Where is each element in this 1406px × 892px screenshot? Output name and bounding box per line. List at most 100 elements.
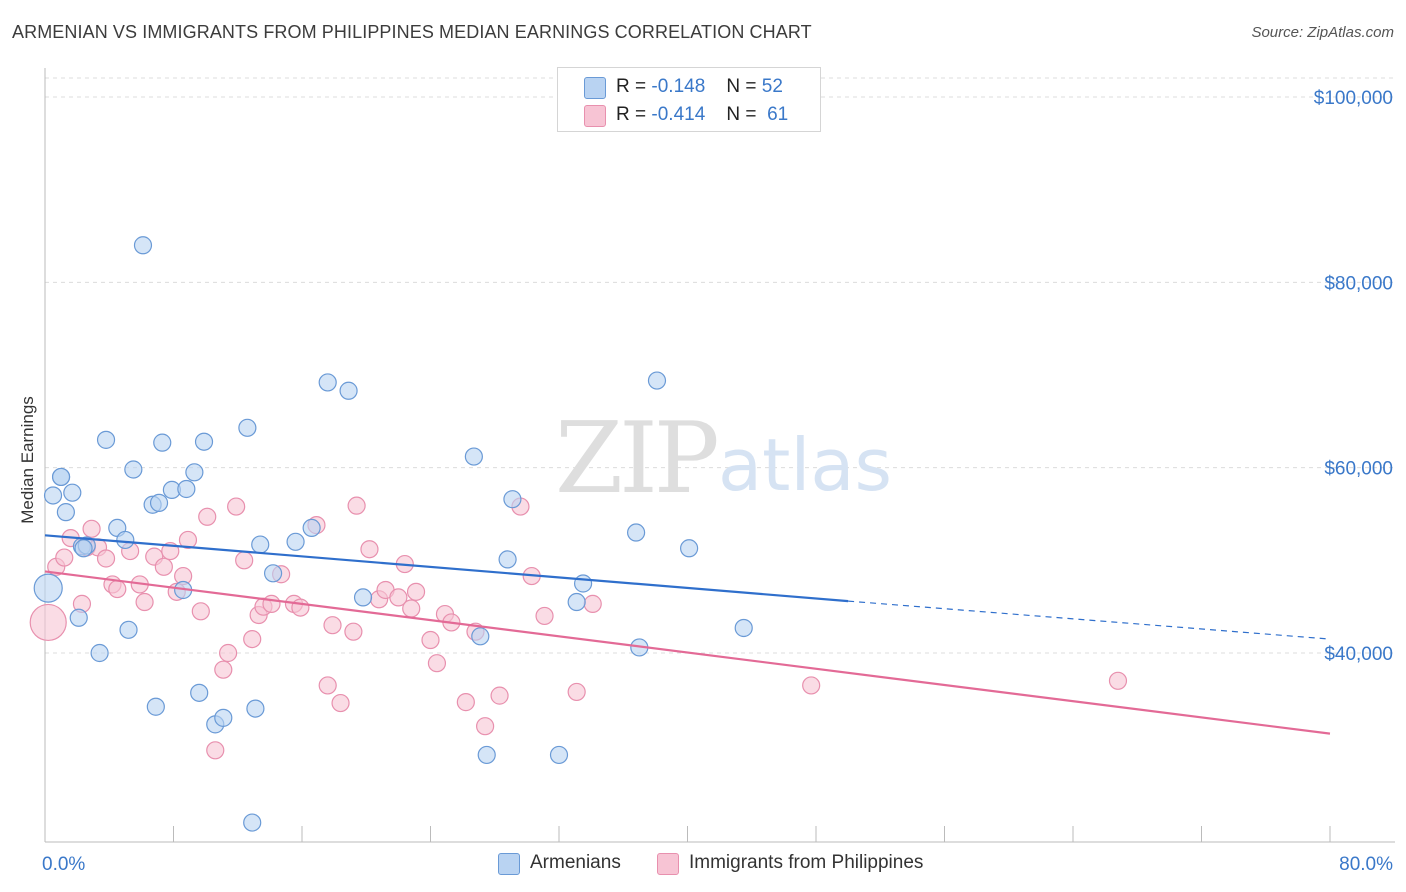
y-tick-label: $40,000 bbox=[1324, 644, 1393, 665]
point-armenians bbox=[146, 697, 165, 716]
legend-n-label: N = bbox=[726, 76, 757, 97]
point-armenians bbox=[116, 530, 135, 550]
point-armenians bbox=[177, 479, 196, 499]
point-philippines bbox=[421, 630, 440, 650]
trend-lines bbox=[44, 534, 1331, 735]
point-armenians bbox=[124, 460, 143, 479]
watermark: ZIP atlas bbox=[555, 402, 892, 516]
point-armenians bbox=[43, 486, 63, 505]
point-armenians bbox=[96, 430, 116, 449]
point-armenians bbox=[149, 493, 169, 512]
axes bbox=[44, 68, 1395, 843]
point-philippines bbox=[1108, 671, 1128, 690]
legend-swatch-pink bbox=[584, 105, 606, 127]
point-philippines bbox=[55, 548, 74, 567]
point-philippines bbox=[191, 602, 210, 621]
point-armenians bbox=[464, 447, 483, 466]
point-armenians bbox=[567, 592, 586, 612]
point-philippines bbox=[108, 579, 127, 599]
point-armenians bbox=[263, 564, 283, 583]
trend-line-armenians-dashed bbox=[848, 600, 1331, 640]
x-tick-labels: 0.0% 80.0% bbox=[42, 854, 1393, 875]
point-armenians bbox=[503, 490, 522, 509]
point-philippines bbox=[29, 603, 67, 642]
point-armenians bbox=[56, 503, 75, 522]
point-philippines bbox=[214, 660, 233, 679]
point-philippines bbox=[456, 693, 475, 712]
y-tick-label: $60,000 bbox=[1324, 459, 1393, 480]
point-armenians bbox=[33, 573, 63, 603]
point-armenians bbox=[680, 539, 699, 558]
point-armenians bbox=[194, 432, 214, 451]
point-armenians bbox=[214, 708, 233, 727]
point-philippines bbox=[476, 717, 495, 736]
point-philippines bbox=[360, 540, 379, 559]
point-armenians bbox=[734, 618, 753, 638]
point-philippines bbox=[347, 496, 366, 515]
point-armenians bbox=[471, 627, 490, 646]
correlation-legend: R = -0.148 N = 52 R = -0.414 N = 61 bbox=[557, 67, 821, 132]
point-philippines bbox=[490, 686, 509, 705]
legend-n-label: N = bbox=[726, 104, 757, 125]
point-philippines bbox=[82, 519, 101, 538]
point-armenians bbox=[90, 643, 109, 663]
point-philippines bbox=[262, 594, 281, 613]
point-philippines bbox=[135, 592, 154, 612]
point-armenians bbox=[477, 745, 496, 765]
point-armenians bbox=[63, 483, 82, 502]
legend-swatch-armenians bbox=[498, 853, 520, 875]
point-philippines bbox=[344, 622, 363, 641]
point-armenians bbox=[353, 588, 373, 607]
point-philippines bbox=[406, 582, 426, 601]
point-philippines bbox=[427, 654, 447, 673]
legend-label-armenians: Armenians bbox=[530, 852, 621, 873]
point-philippines bbox=[318, 676, 337, 695]
point-armenians bbox=[119, 620, 138, 639]
trend-line-armenians bbox=[44, 534, 849, 603]
point-philippines bbox=[235, 551, 254, 570]
point-philippines bbox=[535, 606, 554, 626]
point-armenians bbox=[498, 550, 517, 569]
watermark-zip: ZIP bbox=[555, 402, 717, 516]
data-points bbox=[29, 236, 1128, 832]
point-philippines bbox=[402, 599, 421, 618]
point-philippines bbox=[227, 497, 246, 516]
point-philippines bbox=[154, 557, 173, 576]
point-armenians bbox=[238, 418, 257, 437]
point-philippines bbox=[802, 676, 821, 695]
point-philippines bbox=[198, 507, 217, 526]
point-armenians bbox=[133, 236, 153, 255]
point-armenians bbox=[246, 699, 265, 718]
watermark-atlas: atlas bbox=[718, 423, 892, 507]
point-armenians bbox=[339, 381, 358, 400]
legend-r-value: -0.414 bbox=[651, 104, 706, 125]
point-philippines bbox=[291, 598, 310, 617]
point-armenians bbox=[647, 371, 667, 390]
y-tick-labels: $40,000 $60,000 $80,000 $100,000 bbox=[1314, 88, 1393, 665]
point-armenians bbox=[549, 745, 569, 765]
y-tick-label: $100,000 bbox=[1314, 88, 1393, 109]
point-armenians bbox=[69, 608, 88, 627]
point-philippines bbox=[583, 594, 602, 613]
x-tick-label: 80.0% bbox=[1339, 854, 1393, 875]
point-philippines bbox=[243, 629, 262, 649]
point-philippines bbox=[389, 588, 408, 607]
chart-title: ARMENIAN VS IMMIGRANTS FROM PHILIPPINES … bbox=[12, 22, 812, 42]
source-label: Source: ZipAtlas.com bbox=[1251, 24, 1394, 41]
y-tick-label: $80,000 bbox=[1324, 273, 1393, 294]
legend-n-value: 61 bbox=[767, 104, 789, 125]
trend-line-philippines bbox=[44, 570, 1331, 735]
point-philippines bbox=[331, 693, 350, 713]
point-armenians bbox=[286, 532, 305, 551]
legend-swatch-philippines bbox=[657, 853, 679, 875]
legend-label-philippines: Immigrants from Philippines bbox=[689, 852, 924, 873]
point-armenians bbox=[51, 467, 71, 487]
point-philippines bbox=[96, 549, 116, 568]
point-armenians bbox=[251, 535, 270, 554]
point-philippines bbox=[219, 643, 238, 663]
x-tick-label: 0.0% bbox=[42, 854, 85, 875]
point-armenians bbox=[74, 539, 93, 558]
legend-r-label: R = bbox=[616, 104, 647, 125]
point-armenians bbox=[243, 813, 262, 832]
